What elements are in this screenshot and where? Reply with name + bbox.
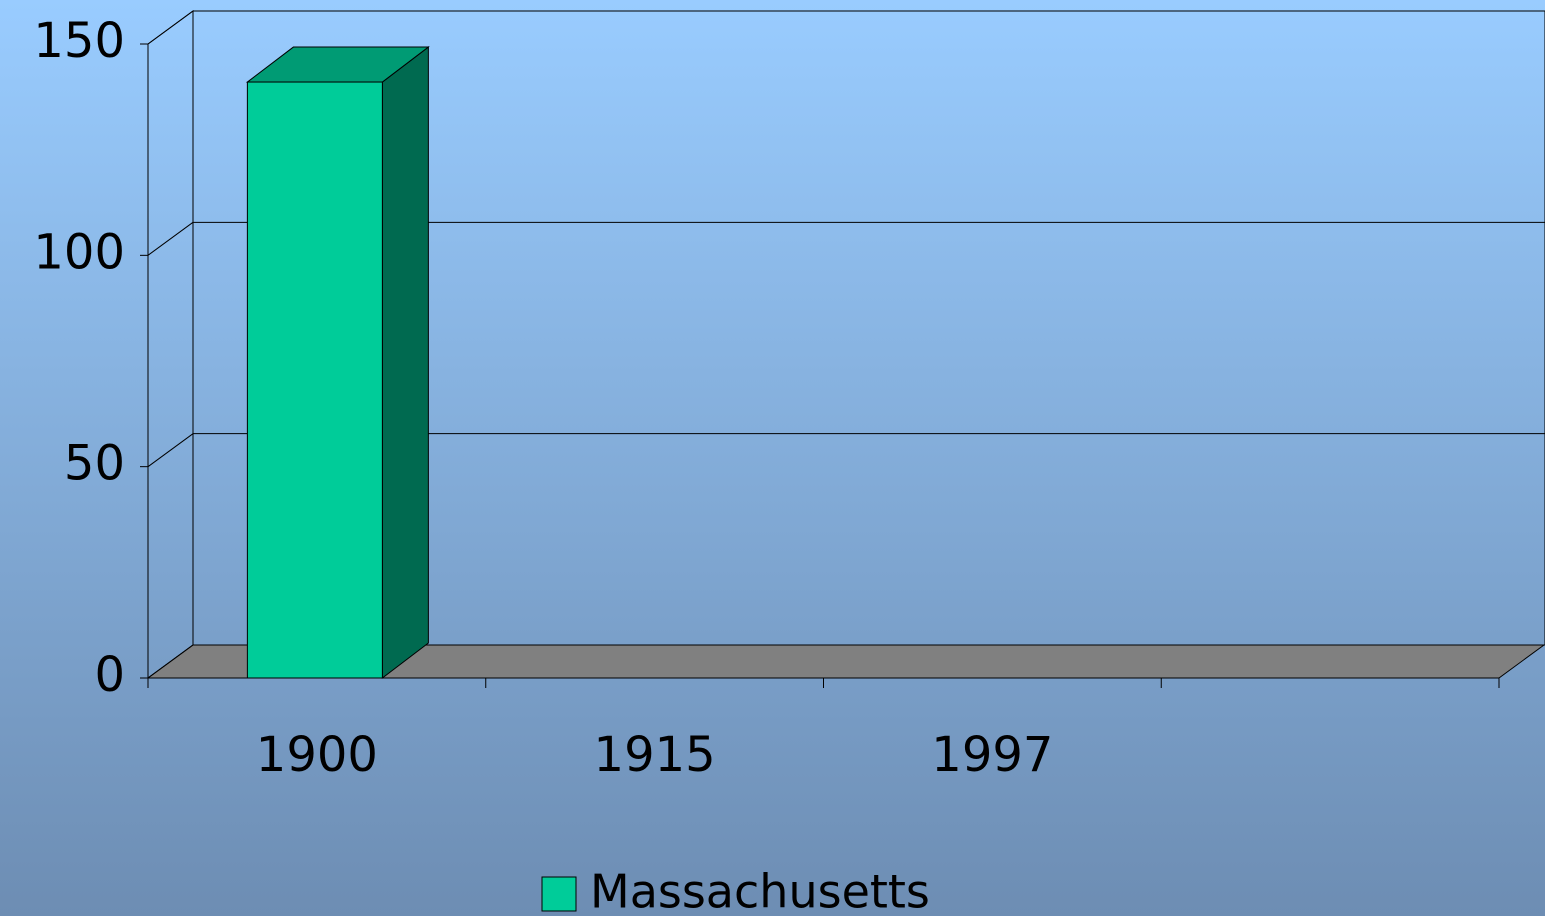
grid-line: [147, 433, 194, 468]
x-tick-label: 1997: [931, 727, 1053, 783]
x-tick-label: 1900: [256, 727, 378, 783]
y-tick-label: 50: [64, 436, 125, 492]
y-tick-label: 0: [94, 647, 125, 703]
x-tick-label: 1915: [594, 727, 716, 783]
grid-line: [147, 221, 194, 256]
legend-swatch: [541, 876, 577, 912]
bar: [246, 81, 383, 679]
grid-line: [147, 10, 194, 45]
y-tick-label: 150: [33, 13, 125, 69]
bar-side: [381, 46, 429, 680]
legend-label: Massachusetts: [590, 865, 930, 916]
grid-line: [147, 644, 194, 679]
y-tick-label: 100: [33, 224, 125, 280]
